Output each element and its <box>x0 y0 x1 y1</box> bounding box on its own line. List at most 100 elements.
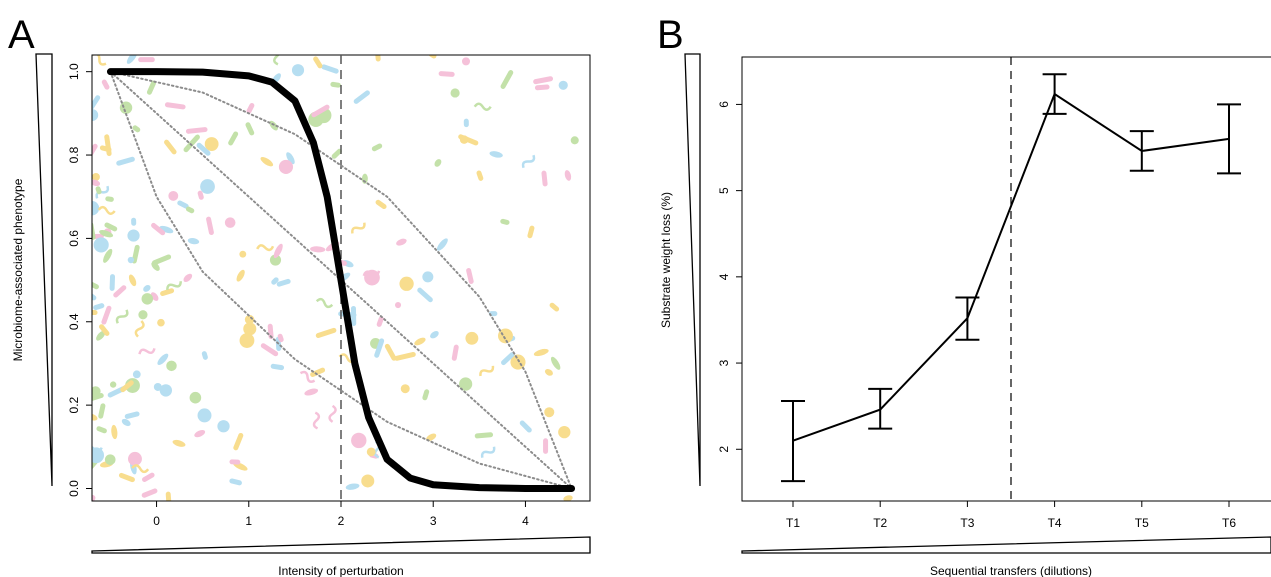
microbe-rod <box>92 95 101 114</box>
microbe-rod <box>451 344 459 361</box>
microbe-cocci <box>291 64 305 77</box>
x-gradient-wedge-a <box>91 536 591 554</box>
microbe-cocci <box>243 322 257 336</box>
microbe-oval <box>396 238 407 246</box>
microbe-oval <box>273 243 283 259</box>
microbe-oval <box>345 483 360 490</box>
microbe-oval <box>143 285 151 292</box>
microbe-rod <box>330 81 341 88</box>
microbe-spiral <box>328 404 337 423</box>
microbe-rod <box>98 403 106 419</box>
microbe-cocci <box>558 426 571 439</box>
x-tick-label-b: T6 <box>1222 516 1236 530</box>
microbe-cocci <box>498 328 513 344</box>
microbe-rod <box>183 134 200 153</box>
microbe-cocci <box>465 331 479 345</box>
microbe-cocci <box>127 256 135 264</box>
microbe-cocci <box>399 276 414 291</box>
microbe-cocci <box>278 159 294 174</box>
x-tick-label-b: T1 <box>786 516 800 530</box>
panel-b-plot: T1 T2 T3 T4 T5 T6 2 3 4 5 6 <box>717 56 1271 530</box>
microbe-rod <box>350 305 357 326</box>
microbe-rod <box>104 222 118 232</box>
microbe-rod <box>549 302 560 312</box>
microbe-cocci <box>153 382 162 391</box>
dotted-curve-1 <box>109 70 573 490</box>
microbe-cocci <box>141 293 154 305</box>
microbe-rod <box>331 148 342 159</box>
microbe-rod <box>116 156 135 166</box>
microbe-rod <box>92 393 104 403</box>
microbe-oval <box>286 152 295 165</box>
microbe-cocci <box>544 407 555 418</box>
microbe-rod <box>277 333 284 343</box>
x-tick-label-a: 3 <box>430 514 437 528</box>
y-tick-label-a: 0.8 <box>67 146 81 163</box>
microbe-rod <box>93 303 105 311</box>
microbe-rod <box>375 199 387 210</box>
microbe-cocci <box>109 381 117 388</box>
microbe-rod <box>131 217 137 226</box>
microbe-oval <box>96 330 106 341</box>
microbe-cocci <box>189 391 202 404</box>
microbe-rod <box>104 134 112 157</box>
microbe-rod <box>374 338 385 358</box>
microbe-cocci <box>166 360 177 372</box>
microbe-oval <box>430 331 439 339</box>
microbe-cocci <box>570 136 579 145</box>
microbe-cocci <box>128 451 142 466</box>
y-tick-label-b: 2 <box>717 446 731 453</box>
microbe-cocci <box>394 301 402 309</box>
microbe-rod <box>196 142 211 156</box>
microbe-oval <box>183 273 193 282</box>
microbe-spiral <box>473 102 492 111</box>
microbe-oval <box>121 418 131 427</box>
microbe-oval <box>310 246 326 253</box>
microbe-rod <box>527 225 535 239</box>
microbe-spiral <box>97 205 116 215</box>
y-tick-label-b: 4 <box>717 273 731 280</box>
microbe-rod <box>245 122 255 136</box>
microbe-cocci <box>351 432 367 449</box>
microbe-oval <box>236 269 245 282</box>
microbe-oval <box>564 170 572 181</box>
microbe-spiral <box>351 222 366 234</box>
microbe-spiral <box>95 185 110 199</box>
y-tick-label-b: 5 <box>717 187 731 194</box>
microbe-rod <box>466 268 474 284</box>
microbe-rod <box>95 186 102 195</box>
microbe-rod <box>353 90 370 104</box>
x-axis-title-b: Sequential transfers (dilutions) <box>930 564 1092 577</box>
microbe-rod <box>197 190 204 200</box>
microbe-rod <box>500 218 510 225</box>
microbe-cocci <box>92 494 96 501</box>
microbe-oval <box>92 179 101 187</box>
microbe-rod <box>141 488 158 498</box>
y-tick-label-a: 0.2 <box>67 396 81 413</box>
y-tick-label-a: 0.0 <box>67 480 81 497</box>
y-tick-label-a: 1.0 <box>67 63 81 80</box>
microbe-rod <box>96 426 107 434</box>
microbe-oval <box>414 337 426 346</box>
microbe-rod <box>371 143 383 152</box>
microbe-cocci <box>269 254 282 266</box>
microbe-cocci <box>127 229 140 242</box>
microbe-cocci <box>92 201 100 216</box>
microbe-rod <box>541 170 548 187</box>
microbe-rod <box>533 76 554 85</box>
microbe-oval <box>434 159 442 167</box>
microbe-cocci <box>422 271 434 283</box>
microbe-rod <box>276 278 291 287</box>
microbe-rod <box>146 80 157 95</box>
microbe-oval <box>157 353 169 366</box>
microbe-spiral <box>115 309 129 324</box>
mean-line <box>792 92 1230 442</box>
microbe-cocci <box>558 80 568 90</box>
microbe-spiral <box>131 464 150 474</box>
microbe-oval <box>187 238 200 245</box>
microbe-cocci <box>458 377 473 391</box>
y-axis-title-b: Substrate weight loss (%) <box>659 192 673 328</box>
microbe-cocci <box>450 88 460 98</box>
microbe-spiral <box>134 320 145 338</box>
microbe-rod <box>260 343 279 357</box>
